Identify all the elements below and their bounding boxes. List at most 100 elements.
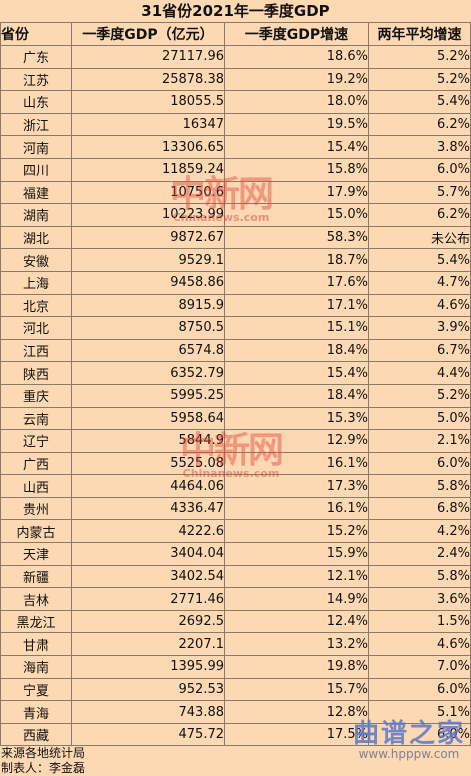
table-row: 陕西 6352.79 15.4% 4.4% xyxy=(0,361,471,385)
cell-province: 浙江 xyxy=(0,112,72,137)
cell-province: 辽宁 xyxy=(0,429,72,453)
cell-province: 贵州 xyxy=(0,496,72,521)
table-row: 四川 11859.24 15.8% 6.0% xyxy=(0,157,471,182)
cell-province: 湖北 xyxy=(0,225,72,250)
cell-province: 云南 xyxy=(0,406,72,431)
cell-gdp: 10750.6 xyxy=(71,180,225,205)
table-row: 山西 4464.06 17.3% 5.8% xyxy=(0,474,471,498)
cell-gdp: 8750.5 xyxy=(71,316,225,340)
cell-gdp: 743.88 xyxy=(71,700,225,724)
cell-two-year: 6.0% xyxy=(368,677,471,702)
table-row: 广西 5525.08 16.1% 6.0% xyxy=(0,451,471,476)
cell-gdp: 4222.6 xyxy=(71,519,225,544)
cell-province: 天津 xyxy=(0,542,72,566)
cell-province: 上海 xyxy=(0,270,72,295)
table-row: 重庆 5995.25 18.4% 5.2% xyxy=(0,383,471,408)
footer-author: 制表人：李金磊 xyxy=(1,761,86,776)
cell-gdp: 2207.1 xyxy=(71,632,225,657)
cell-gdp: 1395.99 xyxy=(71,655,225,679)
cell-province: 北京 xyxy=(0,293,72,318)
cell-province: 青海 xyxy=(0,700,72,724)
cell-two-year: 5.1% xyxy=(368,700,471,724)
footer: 来源各地统计局 制表人：李金磊 xyxy=(0,746,471,776)
cell-two-year: 5.4% xyxy=(368,248,471,272)
cell-growth: 17.3% xyxy=(224,474,369,498)
cell-two-year: 3.9% xyxy=(368,316,471,340)
cell-province: 福建 xyxy=(0,180,72,205)
cell-growth: 15.4% xyxy=(224,361,369,385)
cell-gdp: 952.53 xyxy=(71,677,225,702)
table-row: 西藏 475.72 17.5% 6.0% xyxy=(0,722,471,747)
cell-growth: 12.1% xyxy=(224,564,369,589)
cell-two-year: 6.8% xyxy=(368,496,471,521)
cell-growth: 15.1% xyxy=(224,316,369,340)
cell-gdp: 9872.67 xyxy=(71,225,225,250)
cell-growth: 15.2% xyxy=(224,519,369,544)
cell-two-year: 4.7% xyxy=(368,270,471,295)
header-province: 省份 xyxy=(0,22,72,46)
cell-gdp: 5995.25 xyxy=(71,383,225,408)
cell-province: 甘肃 xyxy=(0,632,72,657)
table-body: 广东 27117.96 18.6% 5.2% 江苏 25878.38 19.2% 5.2% 山东… xyxy=(0,45,471,747)
table-row: 北京 8915.9 17.1% 4.6% xyxy=(0,293,471,318)
cell-gdp: 2692.5 xyxy=(71,609,225,634)
cell-gdp: 27117.96 xyxy=(71,45,225,69)
table-header-row: 省份 一季度GDP（亿元） 一季度GDP增速 两年平均增速 xyxy=(0,22,471,46)
cell-gdp: 5958.64 xyxy=(71,406,225,431)
table-row: 天津 3404.04 15.9% 2.4% xyxy=(0,542,471,566)
cell-province: 吉林 xyxy=(0,587,72,611)
table-row: 上海 9458.86 17.6% 4.7% xyxy=(0,270,471,295)
cell-growth: 17.5% xyxy=(224,722,369,747)
table-row: 山东 18055.5 18.0% 5.4% xyxy=(0,90,471,114)
header-gdp: 一季度GDP（亿元） xyxy=(71,22,225,46)
cell-province: 山西 xyxy=(0,474,72,498)
cell-growth: 18.4% xyxy=(224,383,369,408)
cell-gdp: 16347 xyxy=(71,112,225,137)
cell-province: 重庆 xyxy=(0,383,72,408)
cell-growth: 15.7% xyxy=(224,677,369,702)
cell-province: 宁夏 xyxy=(0,677,72,702)
cell-growth: 15.9% xyxy=(224,542,369,566)
cell-province: 海南 xyxy=(0,655,72,679)
cell-growth: 19.5% xyxy=(224,112,369,137)
cell-growth: 16.1% xyxy=(224,451,369,476)
cell-growth: 17.1% xyxy=(224,293,369,318)
cell-gdp: 475.72 xyxy=(71,722,225,747)
table-row: 湖北 9872.67 58.3% 未公布 xyxy=(0,225,471,250)
cell-two-year: 5.4% xyxy=(368,90,471,114)
cell-gdp: 11859.24 xyxy=(71,157,225,182)
cell-province: 湖南 xyxy=(0,203,72,227)
table-row: 江西 6574.8 18.4% 6.7% xyxy=(0,338,471,363)
cell-two-year: 6.0% xyxy=(368,157,471,182)
table-row: 云南 5958.64 15.3% 5.0% xyxy=(0,406,471,431)
table-title: 31省份2021年一季度GDP xyxy=(0,0,471,22)
cell-two-year: 5.2% xyxy=(368,45,471,69)
cell-two-year: 6.0% xyxy=(368,722,471,747)
cell-gdp: 6352.79 xyxy=(71,361,225,385)
cell-two-year: 5.2% xyxy=(368,383,471,408)
cell-growth: 13.2% xyxy=(224,632,369,657)
cell-growth: 15.0% xyxy=(224,203,369,227)
table-row: 辽宁 5844.9 12.9% 2.1% xyxy=(0,429,471,453)
cell-growth: 18.4% xyxy=(224,338,369,363)
cell-growth: 18.6% xyxy=(224,45,369,69)
table-row: 内蒙古 4222.6 15.2% 4.2% xyxy=(0,519,471,544)
cell-two-year: 6.2% xyxy=(368,112,471,137)
cell-two-year: 3.8% xyxy=(368,135,471,159)
cell-two-year: 4.6% xyxy=(368,632,471,657)
footer-source: 来源各地统计局 xyxy=(1,746,86,761)
table-row: 湖南 10223.99 15.0% 6.2% xyxy=(0,203,471,227)
cell-province: 广西 xyxy=(0,451,72,476)
cell-province: 新疆 xyxy=(0,564,72,589)
cell-growth: 19.2% xyxy=(224,67,369,92)
cell-growth: 17.9% xyxy=(224,180,369,205)
cell-province: 广东 xyxy=(0,45,72,69)
cell-growth: 12.9% xyxy=(224,429,369,453)
cell-gdp: 9529.1 xyxy=(71,248,225,272)
cell-province: 陕西 xyxy=(0,361,72,385)
table-row: 吉林 2771.46 14.9% 3.6% xyxy=(0,587,471,611)
cell-gdp: 6574.8 xyxy=(71,338,225,363)
cell-province: 安徽 xyxy=(0,248,72,272)
cell-gdp: 2771.46 xyxy=(71,587,225,611)
cell-two-year: 5.7% xyxy=(368,180,471,205)
